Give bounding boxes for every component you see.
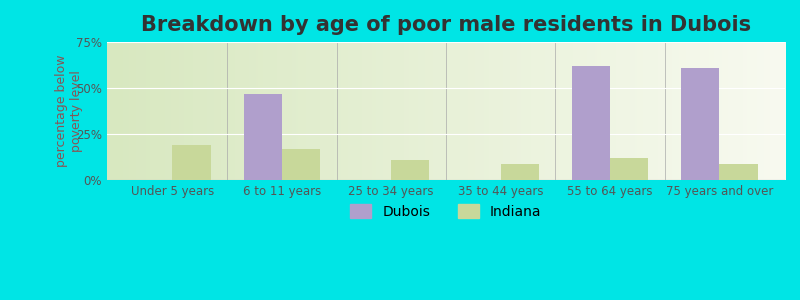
Bar <box>719 164 758 180</box>
Legend: Dubois, Indiana: Dubois, Indiana <box>343 197 548 226</box>
Bar <box>282 149 320 180</box>
Bar <box>243 94 282 180</box>
Bar <box>501 164 539 180</box>
Y-axis label: percentage below
poverty level: percentage below poverty level <box>55 55 83 167</box>
Bar <box>391 160 430 180</box>
Bar <box>572 66 610 180</box>
Bar <box>173 145 210 180</box>
Title: Breakdown by age of poor male residents in Dubois: Breakdown by age of poor male residents … <box>141 15 751 35</box>
Bar <box>610 158 648 180</box>
Bar <box>681 68 719 180</box>
